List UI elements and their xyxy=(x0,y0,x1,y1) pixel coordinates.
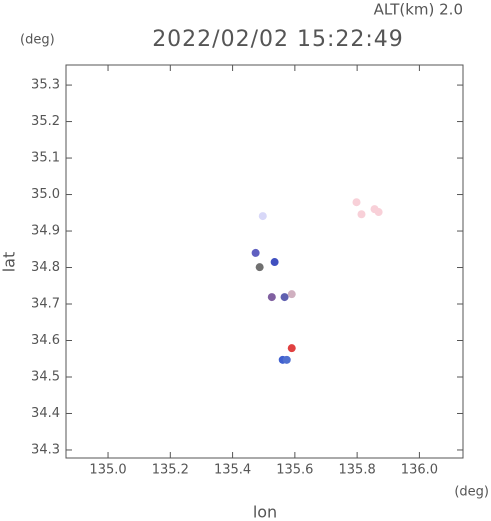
echo-point xyxy=(258,212,267,221)
y-unit: (deg) xyxy=(20,33,55,48)
altitude-label: ALT(km) 2.0 xyxy=(374,1,463,19)
x-tick-label: 135.8 xyxy=(339,463,376,478)
y-tick-label: 35.1 xyxy=(31,151,60,166)
echo-point xyxy=(357,210,366,219)
echo-point xyxy=(255,263,264,272)
y-tick-label: 34.3 xyxy=(31,442,60,457)
x-axis-label: lon xyxy=(253,503,277,521)
y-tick-label: 35.2 xyxy=(31,114,60,129)
plot-frame xyxy=(65,64,464,459)
echo-point xyxy=(282,355,291,364)
echo-point xyxy=(287,290,296,299)
y-tick-label: 35.3 xyxy=(31,78,60,93)
y-tick-label: 34.9 xyxy=(31,224,60,239)
y-tick-label: 34.5 xyxy=(31,369,60,384)
echo-point xyxy=(352,198,361,207)
echo-point xyxy=(251,248,260,257)
x-tick-label: 135.4 xyxy=(214,463,251,478)
x-tick-label: 135.0 xyxy=(89,463,126,478)
echo-point xyxy=(280,293,289,302)
echo-point xyxy=(374,208,383,217)
x-unit: (deg) xyxy=(454,485,489,500)
echo-point xyxy=(267,293,276,302)
echo-point xyxy=(270,258,279,267)
y-axis-label: lat xyxy=(0,252,19,273)
x-tick-label: 135.6 xyxy=(276,463,313,478)
x-tick-label: 135.2 xyxy=(152,463,189,478)
y-tick-label: 34.8 xyxy=(31,260,60,275)
x-tick-label: 136.0 xyxy=(401,463,438,478)
y-tick-label: 34.6 xyxy=(31,333,60,348)
y-tick-label: 35.0 xyxy=(31,187,60,202)
chart-title: 2022/02/02 15:22:49 xyxy=(152,27,404,52)
y-tick-label: 34.4 xyxy=(31,406,60,421)
echo-point xyxy=(287,344,296,353)
y-tick-label: 34.7 xyxy=(31,297,60,312)
